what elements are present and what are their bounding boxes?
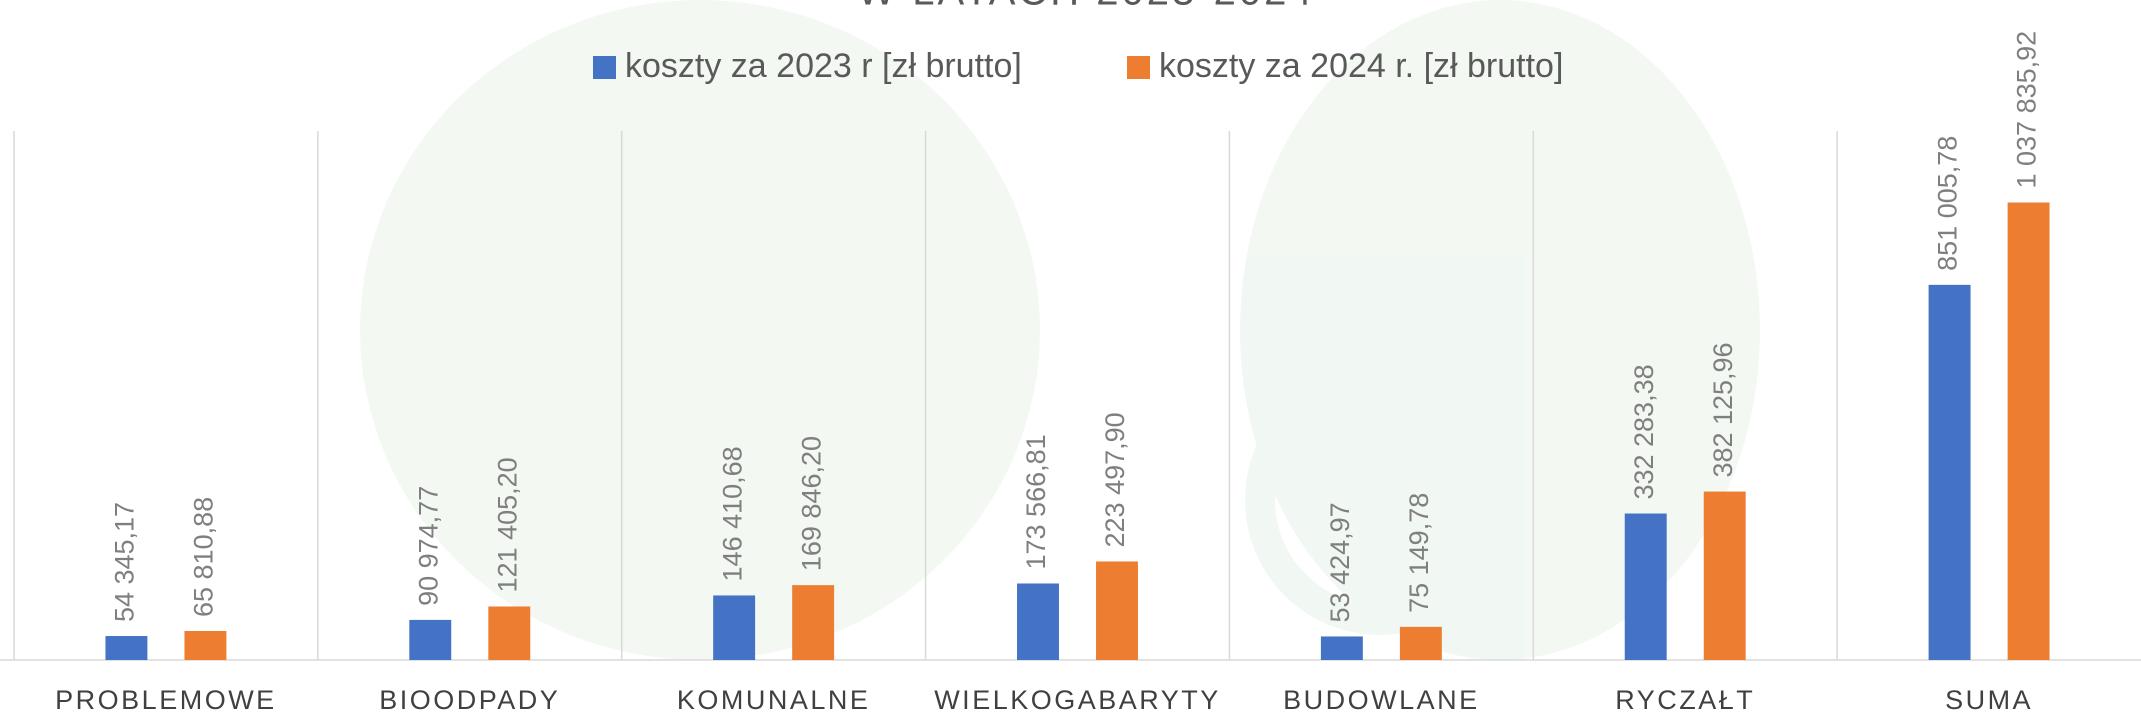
bar <box>1096 561 1138 660</box>
bar <box>1928 284 1971 660</box>
data-label: 1 037 835,92 <box>2012 31 2042 189</box>
legend-label: koszty za 2023 r [zł brutto] <box>625 47 1022 85</box>
legend-swatch <box>593 56 616 79</box>
data-label: 54 345,17 <box>110 502 140 622</box>
data-label: 173 566,81 <box>1021 434 1051 569</box>
data-label: 121 405,20 <box>492 457 522 592</box>
x-tick-label: SUMA <box>1945 685 2033 715</box>
data-label: 382 125,96 <box>1708 342 1738 477</box>
chart-title: W LATACH 2023-2024 <box>857 0 1314 14</box>
data-label: 146 410,68 <box>717 446 747 581</box>
x-tick-label: WIELKOGABARYTY <box>934 685 1221 715</box>
bar <box>409 619 452 660</box>
data-label: 223 497,90 <box>1100 412 1130 547</box>
x-tick-label: RYCZAŁT <box>1615 685 1755 715</box>
data-label: 169 846,20 <box>796 436 826 571</box>
bar <box>1399 626 1442 660</box>
data-label: 53 424,97 <box>1325 502 1355 622</box>
legend-label: koszty za 2024 r. [zł brutto] <box>1159 47 1563 85</box>
bar <box>713 595 756 660</box>
data-label: 851 005,78 <box>1933 136 1963 271</box>
bar <box>1320 636 1363 660</box>
x-tick-label: BIOODPADY <box>379 685 560 715</box>
bar <box>792 585 835 660</box>
bar <box>1703 491 1746 660</box>
data-label: 65 810,88 <box>189 497 219 617</box>
bar <box>2007 202 2050 660</box>
bar <box>1017 583 1059 660</box>
watermark <box>360 0 1760 660</box>
x-tick-label: PROBLEMOWE <box>55 685 277 715</box>
bar <box>488 606 531 660</box>
data-label: 90 974,77 <box>413 486 443 606</box>
data-label: 75 149,78 <box>1404 493 1434 613</box>
data-label: 332 283,38 <box>1629 364 1659 499</box>
bar <box>184 630 227 660</box>
legend-swatch <box>1127 56 1150 79</box>
x-tick-label: BUDOWLANE <box>1283 685 1480 715</box>
bar <box>1624 513 1667 660</box>
x-tick-label: KOMUNALNE <box>677 685 871 715</box>
bar <box>105 636 148 660</box>
